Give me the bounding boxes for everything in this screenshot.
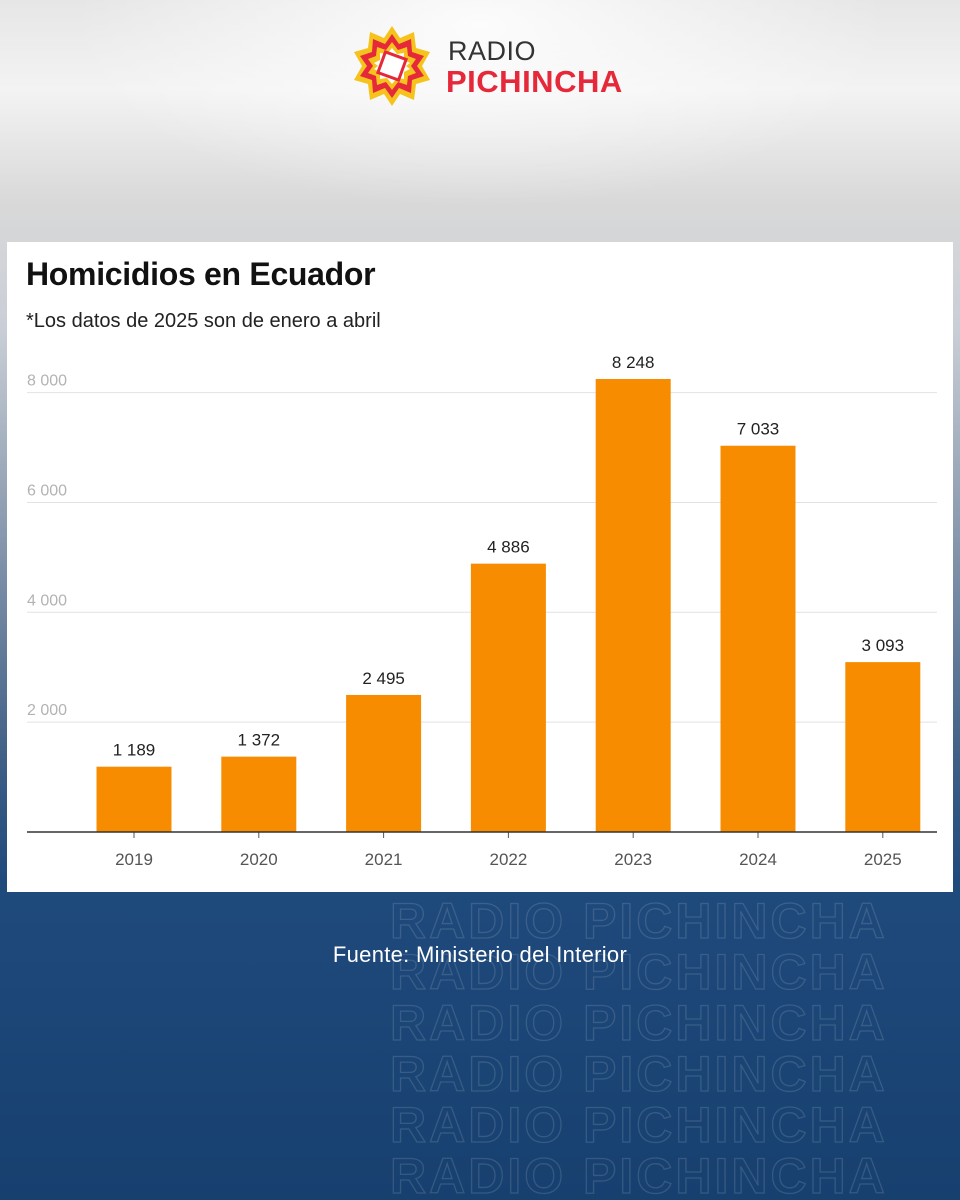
bar bbox=[845, 662, 921, 832]
watermark-text: RADIO PICHINCHA bbox=[390, 893, 888, 949]
bar bbox=[346, 694, 422, 832]
chart-card: 2 000 4 000 6 000 8 000 1 189 2019 1 372 2020 2 … bbox=[7, 242, 953, 892]
watermark-text: RADIO PICHINCHA bbox=[390, 995, 888, 1051]
header-background bbox=[0, 0, 960, 240]
x-tick-label: 2025 bbox=[864, 850, 902, 869]
sun-star-logo-icon bbox=[354, 26, 430, 106]
brand-name-line2: PICHINCHA bbox=[446, 64, 623, 99]
watermark-text: RADIO PICHINCHA bbox=[390, 1097, 888, 1153]
data-label: 2 495 bbox=[362, 669, 405, 688]
y-tick-label: 2 000 bbox=[27, 702, 67, 719]
y-tick-label: 4 000 bbox=[27, 592, 67, 609]
chart-title: Homicidios en Ecuador bbox=[26, 256, 376, 292]
watermark-text: RADIO PICHINCHA bbox=[390, 1046, 888, 1102]
brand-name-line1: RADIO bbox=[448, 36, 537, 66]
brand-logo: RADIO PICHINCHA bbox=[350, 24, 623, 108]
data-label: 8 248 bbox=[612, 353, 655, 372]
data-label: 1 372 bbox=[238, 731, 281, 750]
chart-subtitle: *Los datos de 2025 son de enero a abril bbox=[26, 310, 381, 332]
x-tick-label: 2023 bbox=[614, 850, 652, 869]
x-tick-label: 2019 bbox=[115, 850, 153, 869]
x-tick-label: 2022 bbox=[489, 850, 527, 869]
data-label: 1 189 bbox=[113, 741, 156, 760]
bar bbox=[96, 766, 172, 832]
data-label: 7 033 bbox=[737, 420, 780, 439]
watermark-text: RADIO PICHINCHA bbox=[390, 944, 888, 1000]
y-tick-label: 6 000 bbox=[27, 482, 67, 499]
x-tick-label: 2021 bbox=[365, 850, 403, 869]
watermark-text: RADIO PICHINCHA bbox=[390, 1148, 888, 1200]
bar bbox=[221, 756, 297, 832]
source-note: Fuente: Ministerio del Interior bbox=[332, 942, 628, 967]
bar bbox=[720, 445, 796, 832]
y-tick-label: 8 000 bbox=[27, 373, 67, 390]
data-label: 4 886 bbox=[487, 538, 530, 557]
bar bbox=[595, 379, 671, 832]
bar bbox=[470, 563, 546, 832]
x-tick-label: 2024 bbox=[739, 850, 777, 869]
data-label: 3 093 bbox=[862, 636, 905, 655]
watermark-area: RADIO PICHINCHA RADIO PICHINCHA RADIO PICH… bbox=[0, 892, 960, 1200]
bar-chart: 2 000 4 000 6 000 8 000 1 189 2019 1 372 2020 2 … bbox=[27, 353, 937, 869]
x-tick-label: 2020 bbox=[240, 850, 278, 869]
